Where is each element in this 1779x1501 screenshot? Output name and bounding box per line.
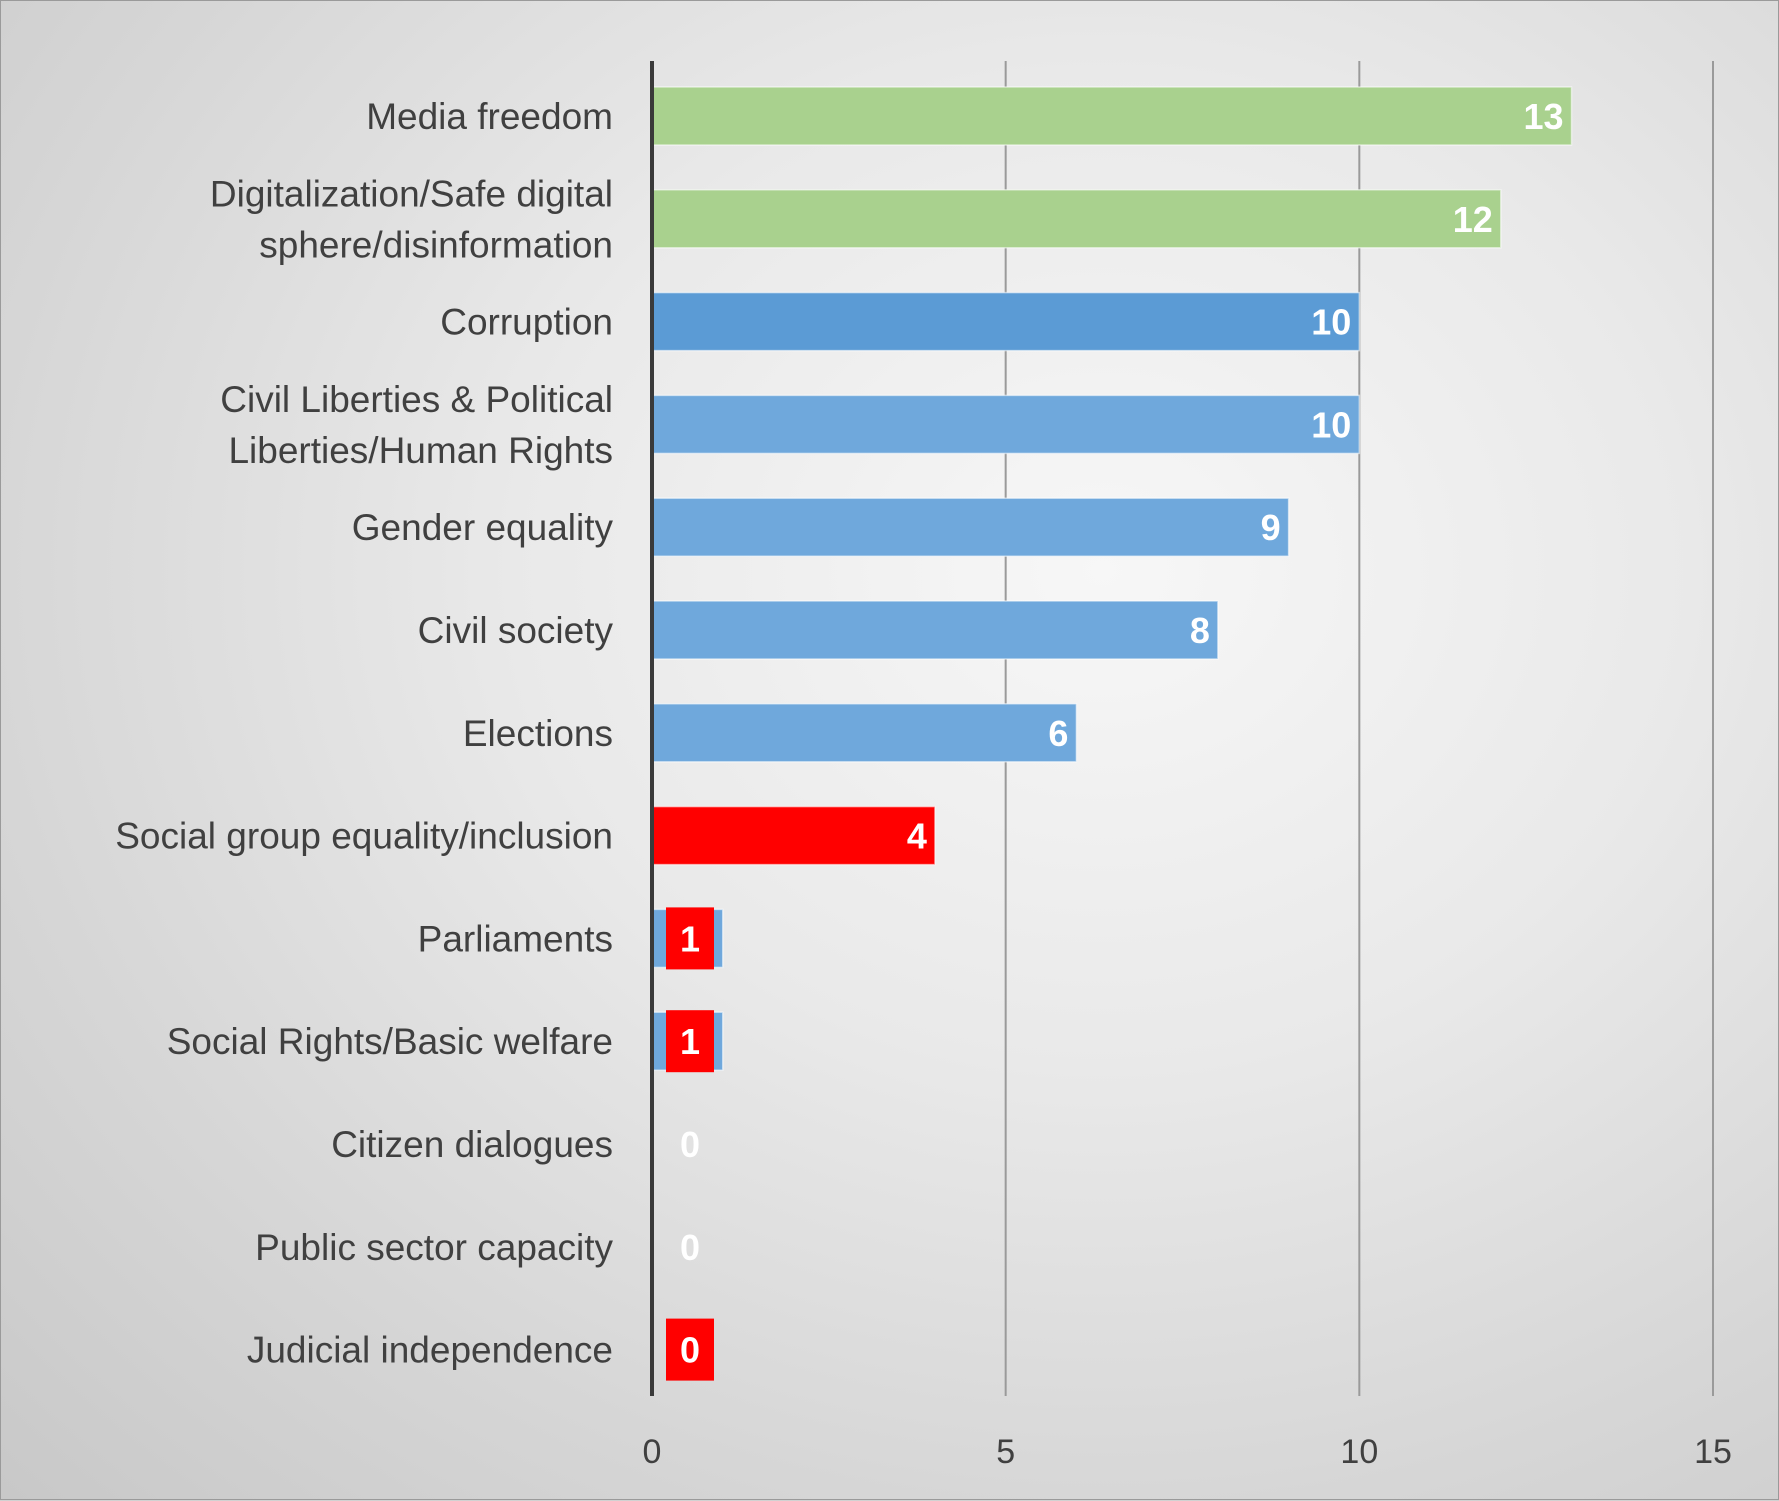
data-label: 12 bbox=[1453, 199, 1493, 240]
category-label: Digitalization/Safe digital bbox=[210, 173, 613, 214]
data-label: 8 bbox=[1190, 610, 1210, 651]
category-label: Judicial independence bbox=[247, 1330, 613, 1371]
data-label: 1 bbox=[680, 918, 700, 959]
data-label: 4 bbox=[907, 816, 927, 857]
data-label-badge bbox=[666, 1010, 714, 1073]
data-label: 0 bbox=[680, 1227, 700, 1268]
category-label: Gender equality bbox=[352, 507, 614, 548]
x-tick-label: 15 bbox=[1694, 1433, 1732, 1471]
data-label: 0 bbox=[680, 1330, 700, 1371]
bar bbox=[651, 394, 1361, 455]
bar bbox=[651, 600, 1219, 660]
x-tick-label: 5 bbox=[996, 1433, 1015, 1471]
category-label: Liberties/Human Rights bbox=[228, 430, 613, 471]
x-tick-label: 0 bbox=[643, 1433, 662, 1471]
category-label: Corruption bbox=[440, 302, 613, 343]
data-label: 13 bbox=[1523, 96, 1563, 137]
bar bbox=[651, 497, 1290, 557]
category-label: Social group equality/inclusion bbox=[115, 816, 613, 857]
bars bbox=[651, 86, 1573, 1071]
category-label: Civil Liberties & Political bbox=[220, 379, 613, 420]
category-label: Public sector capacity bbox=[255, 1227, 613, 1268]
data-label: 10 bbox=[1311, 404, 1351, 445]
gridlines bbox=[1004, 61, 1714, 1396]
bar bbox=[651, 703, 1078, 763]
bar bbox=[651, 805, 936, 866]
category-label: Media freedom bbox=[366, 96, 613, 137]
data-label: 6 bbox=[1048, 713, 1068, 754]
data-label: 9 bbox=[1261, 507, 1281, 548]
data-label: 1 bbox=[680, 1021, 700, 1062]
category-label: Parliaments bbox=[418, 918, 613, 959]
data-label: 0 bbox=[680, 1124, 700, 1165]
category-label: Citizen dialogues bbox=[331, 1124, 613, 1165]
category-label: Civil society bbox=[418, 610, 614, 651]
bar bbox=[651, 189, 1502, 249]
bar bbox=[651, 291, 1361, 352]
x-tick-label: 10 bbox=[1340, 1433, 1378, 1471]
data-label-badge bbox=[666, 1318, 714, 1381]
category-label: Social Rights/Basic welfare bbox=[167, 1021, 613, 1062]
data-label: 10 bbox=[1311, 302, 1351, 343]
category-label: Elections bbox=[463, 713, 613, 754]
category-label: sphere/disinformation bbox=[259, 224, 613, 265]
bar bbox=[651, 86, 1573, 146]
data-label-badge bbox=[666, 907, 714, 970]
